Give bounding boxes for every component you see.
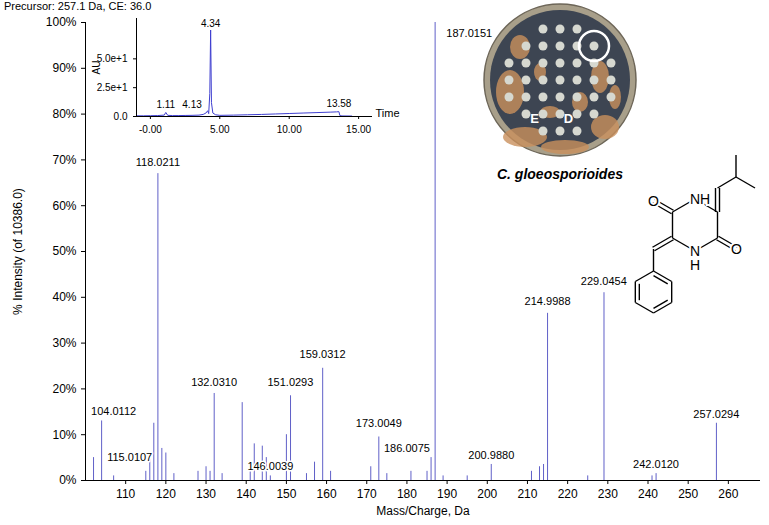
svg-text:N: N bbox=[689, 243, 701, 259]
svg-text:190: 190 bbox=[437, 487, 457, 501]
svg-text:10.00: 10.00 bbox=[277, 124, 302, 135]
svg-text:150: 150 bbox=[276, 487, 296, 501]
svg-text:110: 110 bbox=[116, 487, 135, 501]
svg-text:40%: 40% bbox=[52, 290, 76, 304]
svg-text:5.00: 5.00 bbox=[210, 124, 230, 135]
svg-text:173.0049: 173.0049 bbox=[356, 417, 402, 429]
svg-text:229.0454: 229.0454 bbox=[581, 275, 627, 287]
svg-text:30%: 30% bbox=[52, 336, 76, 350]
svg-text:5.0e+1: 5.0e+1 bbox=[96, 53, 128, 65]
svg-text:Time: Time bbox=[376, 107, 400, 119]
svg-text:240: 240 bbox=[638, 487, 658, 501]
svg-text:2.5e+1: 2.5e+1 bbox=[97, 82, 128, 93]
svg-text:13.58: 13.58 bbox=[326, 98, 351, 109]
svg-text:% Intensity (of 10386.0): % Intensity (of 10386.0) bbox=[11, 188, 25, 315]
svg-text:50%: 50% bbox=[52, 244, 76, 258]
svg-text:187.0151: 187.0151 bbox=[446, 27, 492, 39]
svg-text:70%: 70% bbox=[52, 153, 76, 167]
svg-text:159.0312: 159.0312 bbox=[300, 348, 346, 360]
svg-text:NH: NH bbox=[690, 191, 710, 207]
svg-text:160: 160 bbox=[317, 487, 337, 501]
svg-text:AU: AU bbox=[91, 61, 102, 75]
svg-text:210: 210 bbox=[517, 487, 537, 501]
svg-text:104.0112: 104.0112 bbox=[91, 405, 136, 417]
svg-text:115.0107: 115.0107 bbox=[107, 451, 152, 463]
svg-text:242.0120: 242.0120 bbox=[633, 458, 679, 470]
svg-text:H: H bbox=[690, 257, 700, 273]
svg-text:15.00: 15.00 bbox=[346, 124, 371, 135]
svg-text:O: O bbox=[648, 193, 659, 209]
svg-text:Mass/Charge, Da: Mass/Charge, Da bbox=[376, 504, 470, 518]
svg-text:130: 130 bbox=[196, 487, 216, 501]
svg-text:220: 220 bbox=[558, 487, 578, 501]
svg-text:D: D bbox=[564, 111, 573, 126]
svg-text:80%: 80% bbox=[52, 107, 76, 121]
svg-text:200.9880: 200.9880 bbox=[468, 449, 514, 461]
svg-text:4.13: 4.13 bbox=[182, 99, 202, 110]
svg-text:186.0075: 186.0075 bbox=[384, 442, 430, 454]
svg-text:140: 140 bbox=[236, 487, 256, 501]
svg-text:257.0294: 257.0294 bbox=[693, 408, 739, 420]
svg-text:0%: 0% bbox=[59, 473, 77, 487]
svg-text:20%: 20% bbox=[52, 382, 76, 396]
svg-text:151.0293: 151.0293 bbox=[267, 376, 313, 388]
svg-text:-0.00: -0.00 bbox=[139, 124, 162, 135]
html-text:Precursor: 257.1 Da, CE: 36.0: Precursor: 257.1 Da, CE: 36.0 bbox=[4, 0, 152, 12]
svg-text:260: 260 bbox=[718, 487, 738, 501]
svg-text:10%: 10% bbox=[52, 428, 76, 442]
svg-text:250: 250 bbox=[678, 487, 698, 501]
svg-text:200: 200 bbox=[477, 487, 497, 501]
svg-text:146.0039: 146.0039 bbox=[247, 460, 293, 472]
svg-text:118.0211: 118.0211 bbox=[136, 156, 180, 168]
html-text:C. gloeosporioides: C. gloeosporioides bbox=[497, 166, 623, 182]
svg-text:E: E bbox=[530, 111, 539, 126]
svg-text:170: 170 bbox=[357, 487, 377, 501]
svg-text:60%: 60% bbox=[52, 199, 76, 213]
svg-text:O: O bbox=[731, 241, 742, 257]
svg-text:230: 230 bbox=[598, 487, 618, 501]
svg-text:100%: 100% bbox=[46, 15, 77, 29]
svg-text:132.0310: 132.0310 bbox=[191, 376, 237, 388]
svg-text:0.0: 0.0 bbox=[114, 111, 128, 122]
svg-text:180: 180 bbox=[397, 487, 417, 501]
svg-text:90%: 90% bbox=[52, 61, 76, 75]
svg-text:120: 120 bbox=[156, 487, 176, 501]
svg-text:1.11: 1.11 bbox=[156, 99, 175, 110]
svg-text:214.9988: 214.9988 bbox=[525, 295, 571, 307]
svg-text:4.34: 4.34 bbox=[201, 18, 221, 29]
